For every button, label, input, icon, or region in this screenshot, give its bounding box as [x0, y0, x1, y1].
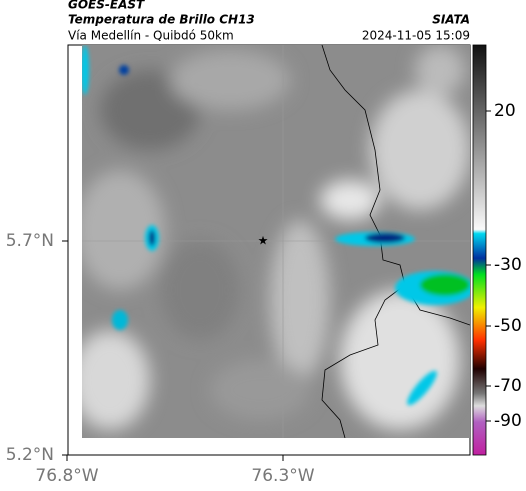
colorbar-label: -50	[494, 316, 522, 336]
colorbar-label: 20	[494, 101, 516, 121]
satellite-image: ★	[82, 45, 470, 438]
svg-text:★: ★	[258, 234, 269, 248]
colorbar-label: -30	[494, 255, 522, 275]
colorbar	[472, 44, 487, 456]
lon-label: 76.8°W	[35, 466, 98, 486]
title: Temperatura de Brillo CH13	[68, 13, 255, 27]
timestamp: 2024-11-05 15:09	[362, 29, 470, 43]
lat-label: 5.2°N	[6, 445, 54, 465]
lon-label: 76.3°W	[251, 466, 314, 486]
colorbar-label: -70	[494, 376, 522, 396]
credit: SIATA	[432, 13, 470, 27]
colorbar-label: -90	[494, 411, 522, 431]
source: GOES-EAST	[68, 0, 145, 12]
route: Vía Medellín - Quibdó 50km	[68, 29, 234, 43]
lat-label: 5.7°N	[6, 231, 54, 251]
